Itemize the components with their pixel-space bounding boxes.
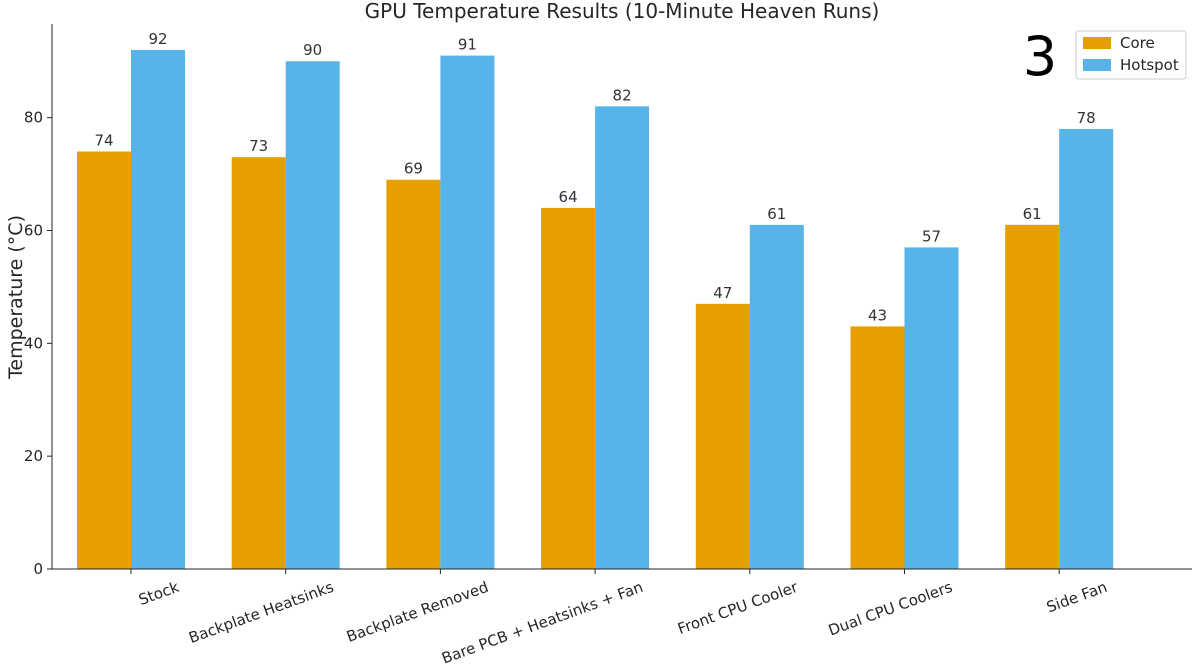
bar-hotspot-3 (440, 55, 495, 570)
x-tick-label: Backplate Heatsinks (186, 578, 336, 647)
bar-hotspot-6 (904, 247, 959, 570)
bar-core-4 (541, 207, 596, 569)
bars (77, 49, 1114, 570)
data-label-hotspot-7: 78 (1077, 109, 1096, 127)
data-label-hotspot-1: 92 (148, 30, 167, 48)
legend: Core Hotspot (1075, 30, 1187, 80)
bar-hotspot-5 (749, 224, 804, 569)
data-label-core-6: 43 (868, 306, 887, 324)
bar-core-7 (1005, 224, 1060, 569)
bar-core-2 (231, 157, 286, 569)
bar-core-5 (695, 303, 750, 569)
legend-label-core: Core (1120, 34, 1155, 52)
data-label-core-5: 47 (713, 284, 732, 302)
data-label-hotspot-2: 90 (303, 41, 322, 59)
corner-badge-number: 3 (1023, 25, 1057, 88)
bar-core-6 (850, 326, 905, 569)
data-label-core-3: 69 (404, 160, 423, 178)
x-tick-label: Side Fan (1044, 578, 1110, 617)
y-tick-label: 40 (24, 334, 43, 352)
bar-hotspot-7 (1059, 128, 1114, 570)
bar-core-3 (386, 179, 441, 569)
bar-hotspot-4 (595, 106, 650, 569)
data-label-hotspot-6: 57 (922, 227, 941, 245)
axes (51, 24, 1192, 570)
legend-label-hotspot: Hotspot (1120, 56, 1179, 74)
data-label-core-7: 61 (1023, 205, 1042, 223)
legend-swatch-hotspot (1083, 59, 1111, 71)
x-axis-ticks: Stock Backplate Heatsinks Backplate Remove… (130, 569, 1110, 664)
data-label-hotspot-4: 82 (613, 86, 632, 104)
bar-hotspot-1 (131, 49, 185, 569)
y-axis-label: Temperature (°C) (5, 215, 27, 380)
data-label-core-4: 64 (559, 188, 578, 206)
x-tick-label: Front CPU Cooler (675, 578, 801, 638)
y-tick-label: 60 (24, 221, 43, 239)
data-label-hotspot-3: 91 (458, 36, 477, 54)
data-label-core-1: 74 (94, 132, 113, 150)
x-tick-label: Stock (136, 578, 181, 609)
y-tick-label: 80 (24, 109, 43, 127)
y-tick-label: 0 (33, 560, 43, 578)
y-tick-label: 20 (24, 447, 43, 465)
chart-title: GPU Temperature Results (10-Minute Heave… (365, 0, 880, 23)
value-labels: 74 92 73 90 69 91 64 82 47 61 43 57 61 78 (94, 30, 1095, 324)
bar-core-1 (77, 151, 131, 569)
y-axis-ticks: 0 20 40 60 80 (24, 109, 52, 578)
x-tick-label: Backplate Removed (344, 578, 491, 646)
legend-swatch-core (1083, 37, 1111, 49)
data-label-core-2: 73 (249, 137, 268, 155)
x-tick-label: Dual CPU Coolers (826, 578, 955, 640)
data-label-hotspot-5: 61 (767, 205, 786, 223)
bar-hotspot-2 (285, 61, 340, 569)
